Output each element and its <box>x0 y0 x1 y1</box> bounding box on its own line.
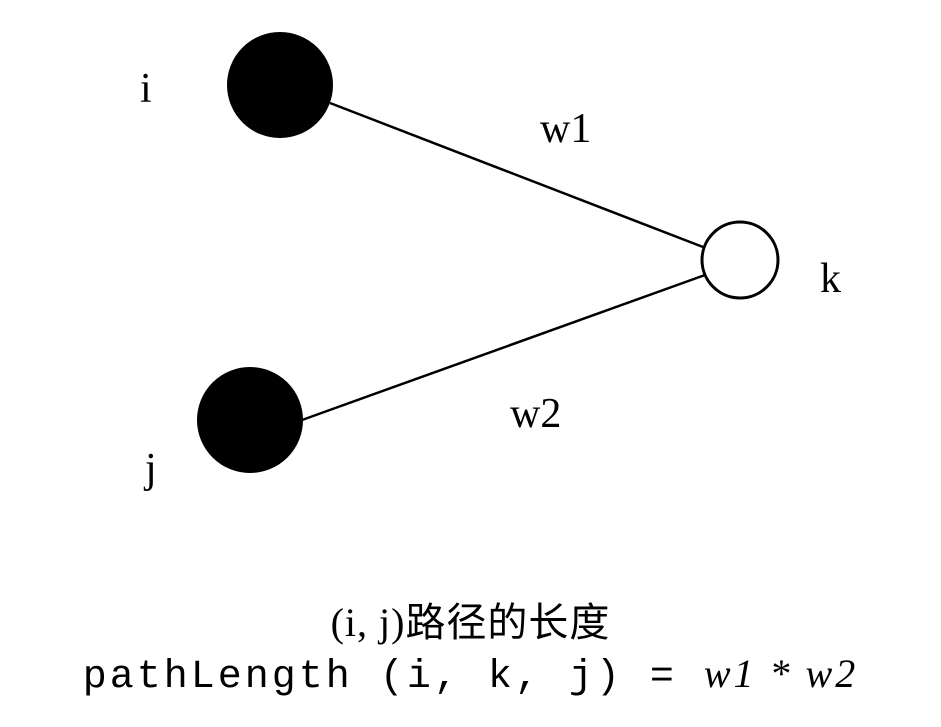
edge-j-k <box>302 275 705 420</box>
node-k-label: k <box>820 255 841 303</box>
graph-diagram: i j k w1 w2 (i, j)路径的长度 pathLength (i, k… <box>0 0 941 727</box>
node-j-label: j <box>145 445 157 493</box>
caption-line-2: pathLength (i, k, j) = w1 * w2 <box>0 650 941 700</box>
edge-w1-label: w1 <box>540 105 591 153</box>
caption-ij: (i, j) <box>331 600 406 645</box>
caption-line-1: (i, j)路径的长度 <box>0 590 941 648</box>
edge-w2-label: w2 <box>510 390 561 438</box>
caption-cn: 路径的长度 <box>405 600 610 645</box>
node-k-circle <box>702 222 778 298</box>
formula-right: w1 * w2 <box>704 651 858 696</box>
node-j-circle <box>198 368 302 472</box>
node-i-circle <box>228 33 332 137</box>
node-i-label: i <box>140 65 152 113</box>
edge-i-k <box>330 103 703 247</box>
formula-left: pathLength (i, k, j) = <box>83 655 704 700</box>
